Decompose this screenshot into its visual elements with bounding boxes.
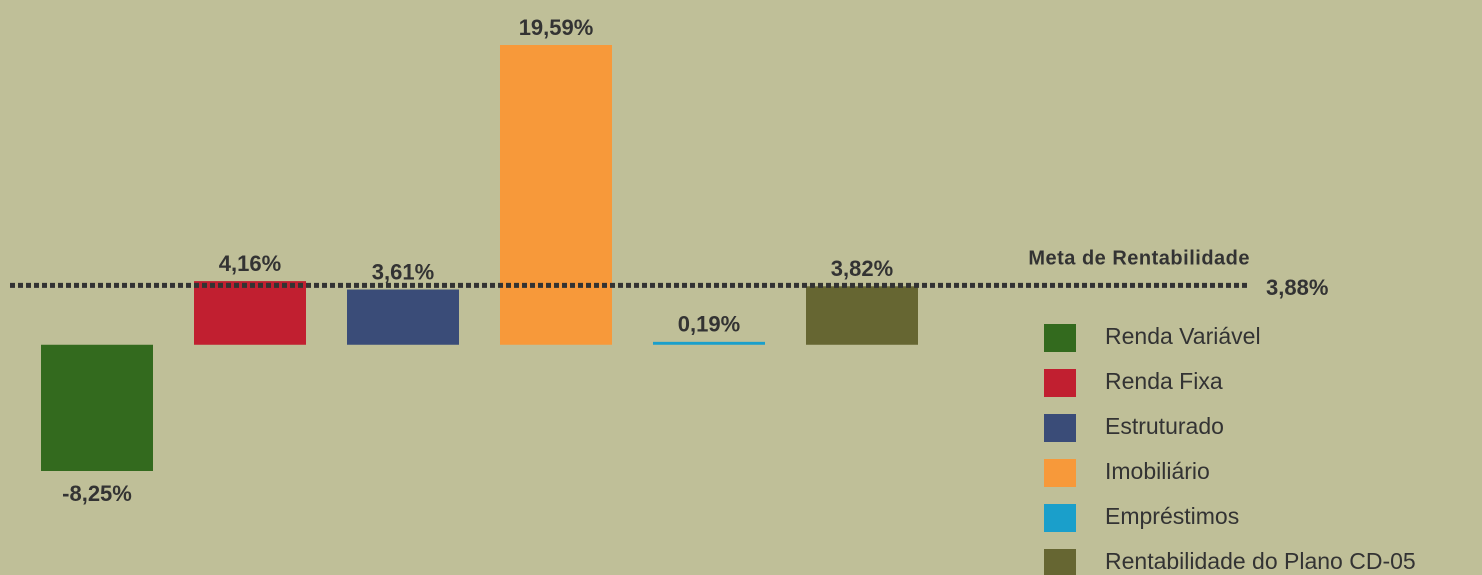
legend-label: Estruturado — [1105, 413, 1224, 439]
data-label: 3,61% — [372, 259, 434, 284]
data-label: 3,82% — [831, 256, 893, 281]
reference-value: 3,88% — [1266, 275, 1328, 300]
legend-swatch — [1044, 549, 1076, 575]
reference-label: Meta de Rentabilidade — [1028, 248, 1250, 270]
legend-swatch — [1044, 324, 1076, 352]
legend-label: Renda Fixa — [1105, 368, 1223, 394]
legend-swatch — [1044, 414, 1076, 442]
bar — [194, 281, 306, 345]
bar — [500, 45, 612, 345]
bar — [41, 344, 153, 471]
data-label: 4,16% — [219, 251, 281, 276]
legend-swatch — [1044, 369, 1076, 397]
bar — [347, 289, 459, 345]
legend-swatch — [1044, 504, 1076, 532]
data-label: 19,59% — [519, 15, 594, 40]
legend-label: Renda Variável — [1105, 323, 1261, 349]
legend-label: Imobiliário — [1105, 458, 1210, 484]
bar — [653, 341, 765, 345]
data-label: -8,25% — [62, 481, 132, 506]
legend-label: Rentabilidade do Plano CD-05 — [1105, 548, 1416, 574]
legend-label: Empréstimos — [1105, 503, 1239, 529]
legend-swatch — [1044, 459, 1076, 487]
data-label: 0,19% — [678, 312, 740, 337]
bar — [806, 286, 918, 345]
